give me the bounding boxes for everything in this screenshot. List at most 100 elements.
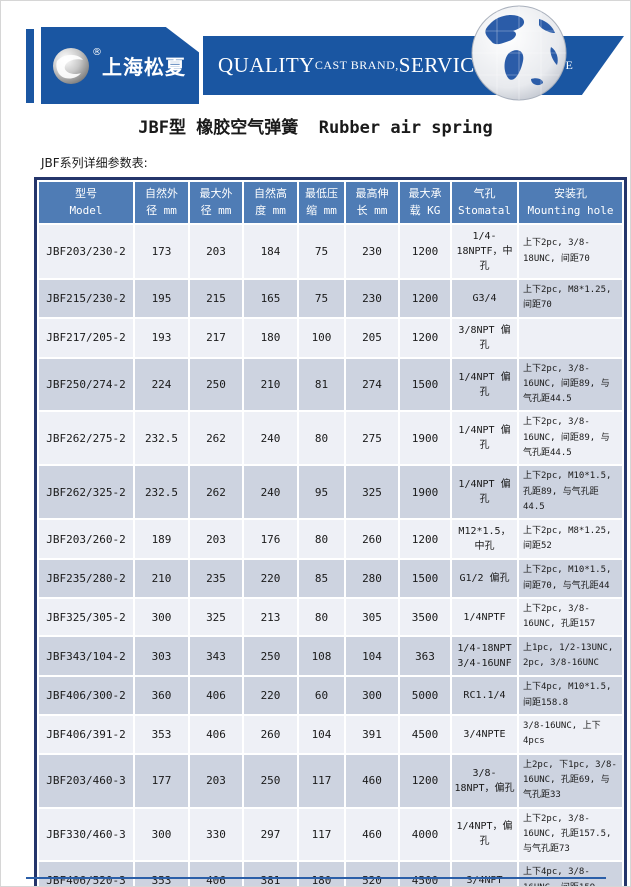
header: ® 上海松夏 QUALITY CAST BRAND,SERVICE CREAT …: [1, 1, 630, 109]
cell-model: JBF235/280-2: [39, 560, 133, 597]
banner-text-cast-brand: CAST BRAND,: [314, 58, 399, 72]
cell-max-load: 1900: [400, 412, 450, 465]
cell-natural-od: 300: [135, 808, 188, 861]
table-row: JBF262/325-2 232.5 262 240 95 325 1900 1/4NPT 偏…: [39, 466, 622, 519]
table-caption: JBF系列详细参数表:: [41, 156, 148, 170]
table-row: JBF203/460-3 177 203 250 117 460 1200 3/8-18NPT…: [39, 754, 622, 807]
column-header-natural-height: 自然高度 mm: [244, 182, 297, 223]
cell-natural-height: 240: [244, 466, 297, 519]
cell-mounting-hole: 上下2pc, 3/8-16UNC, 间距89, 与气孔距44.5: [519, 358, 622, 411]
cell-max-extension: 460: [346, 808, 398, 861]
column-header-mounting-hole: 安装孔 Mounting hole: [519, 182, 622, 223]
banner-word-quality: QUALITY: [218, 53, 315, 77]
table-row: JBF330/460-3 300 330 297 117 460 4000 1/4NPT，偏孔…: [39, 808, 622, 861]
cell-natural-od: 210: [135, 560, 188, 597]
cell-mounting-hole: 上下2pc, 3/8-16UNC, 间距89, 与气孔距44.5: [519, 412, 622, 465]
cell-model: JBF406/300-2: [39, 677, 133, 715]
cell-max-od: 235: [190, 560, 242, 597]
table-row: JBF203/260-2 189 203 176 80 260 1200 M12*1.5，中孔…: [39, 520, 622, 559]
column-header-natural-od: 自然外径 mm: [135, 182, 188, 223]
table-body: JBF203/230-2 173 203 184 75 230 1200 1/4-18NPTF…: [39, 225, 622, 886]
cell-max-od: 262: [190, 412, 242, 465]
cell-max-od: 343: [190, 637, 242, 676]
cell-stomatal: 3/8NPT 偏孔: [452, 318, 517, 357]
cell-stomatal: 3/4NPTE: [452, 716, 517, 753]
cell-mounting-hole: 上下2pc, 3/8-16UNC, 孔距157: [519, 598, 622, 636]
cell-max-od: 203: [190, 225, 242, 278]
cell-max-extension: 230: [346, 280, 398, 317]
cell-natural-od: 300: [135, 598, 188, 636]
cell-natural-height: 220: [244, 677, 297, 715]
cell-max-extension: 305: [346, 598, 398, 636]
logo: ® 上海松夏: [41, 27, 199, 104]
cell-natural-height: 220: [244, 560, 297, 597]
cell-mounting-hole: 上下2pc, M8*1.25, 间距52: [519, 520, 622, 559]
cell-natural-od: 224: [135, 358, 188, 411]
cell-max-extension: 280: [346, 560, 398, 597]
cell-mounting-hole: [519, 318, 622, 357]
cell-stomatal: 3/8-18NPT，偏孔: [452, 754, 517, 807]
cell-max-load: 3500: [400, 598, 450, 636]
cell-max-od: 330: [190, 808, 242, 861]
cell-natural-od: 232.5: [135, 412, 188, 465]
cell-max-od: 250: [190, 358, 242, 411]
cell-model: JBF262/325-2: [39, 466, 133, 519]
header-row: 型号 Model 自然外径 mm 最大外径 mm 自然高度 mm 最低压缩 mm 最高伸长 …: [39, 182, 622, 223]
cell-natural-height: 213: [244, 598, 297, 636]
cell-max-od: 325: [190, 598, 242, 636]
cell-model: JBF203/460-3: [39, 754, 133, 807]
cell-mounting-hole: 上下2pc, 3/8-18UNC, 间距70: [519, 225, 622, 278]
cell-natural-height: 381: [244, 862, 297, 886]
spec-table: 型号 Model 自然外径 mm 最大外径 mm 自然高度 mm 最低压缩 mm 最高伸长 …: [34, 177, 627, 886]
cell-model: JBF325/305-2: [39, 598, 133, 636]
cell-max-extension: 260: [346, 520, 398, 559]
footer-rule: [26, 877, 606, 879]
cell-stomatal: 1/4NPTF: [452, 598, 517, 636]
cell-max-load: 5000: [400, 677, 450, 715]
cell-max-od: 203: [190, 520, 242, 559]
cell-mounting-hole: 上1pc, 1/2-13UNC, 2pc, 3/8-16UNC: [519, 637, 622, 676]
table-row: JBF203/230-2 173 203 184 75 230 1200 1/4-18NPTF…: [39, 225, 622, 278]
cell-min-compression: 104: [299, 716, 344, 753]
cell-mounting-hole: 上下4pc, 3/8-16UNC, 间距159: [519, 862, 622, 886]
table-row: JBF325/305-2 300 325 213 80 305 3500 1/4NPTF 上下2…: [39, 598, 622, 636]
cell-min-compression: 80: [299, 598, 344, 636]
cell-model: JBF343/104-2: [39, 637, 133, 676]
cell-natural-od: 232.5: [135, 466, 188, 519]
cell-model: JBF330/460-3: [39, 808, 133, 861]
cell-max-load: 4000: [400, 808, 450, 861]
cell-max-od: 217: [190, 318, 242, 357]
cell-max-extension: 520: [346, 862, 398, 886]
cell-mounting-hole: 3/8-16UNC, 上下4pcs: [519, 716, 622, 753]
cell-max-load: 1200: [400, 225, 450, 278]
header-left-stripe: [26, 29, 34, 103]
cell-max-extension: 391: [346, 716, 398, 753]
cell-min-compression: 80: [299, 520, 344, 559]
cell-mounting-hole: 上下4pc, M10*1.5, 间距158.8: [519, 677, 622, 715]
cell-max-load: 1200: [400, 280, 450, 317]
cell-model: JBF217/205-2: [39, 318, 133, 357]
cell-model: JBF203/260-2: [39, 520, 133, 559]
cell-mounting-hole: 上下2pc, 3/8-16UNC, 孔距157.5, 与气孔距73: [519, 808, 622, 861]
logo-sphere-icon: [53, 47, 89, 84]
cell-stomatal: 1/4NPT 偏孔: [452, 466, 517, 519]
table-row: JBF235/280-2 210 235 220 85 280 1500 G1/2 偏孔 上下2…: [39, 560, 622, 597]
cell-min-compression: 75: [299, 225, 344, 278]
table-row: JBF262/275-2 232.5 262 240 80 275 1900 1/4NPT 偏…: [39, 412, 622, 465]
cell-min-compression: 100: [299, 318, 344, 357]
column-header-max-od: 最大外径 mm: [190, 182, 242, 223]
cell-natural-height: 165: [244, 280, 297, 317]
table-row: JBF343/104-2 303 343 250 108 104 363 1/4-18NPT …: [39, 637, 622, 676]
brand-name: 上海松夏: [102, 55, 186, 79]
cell-min-compression: 75: [299, 280, 344, 317]
cell-stomatal: 1/4NPT 偏孔: [452, 358, 517, 411]
column-header-max-load: 最大承载 KG: [400, 182, 450, 223]
table-row: JBF406/520-3 353 406 381 180 520 4500 3/4NPT 上下4…: [39, 862, 622, 886]
table-row: JBF406/391-2 353 406 260 104 391 4500 3/4NPTE 3/…: [39, 716, 622, 753]
table-row: JBF217/205-2 193 217 180 100 205 1200 3/8NPT 偏孔: [39, 318, 622, 357]
cell-stomatal: 1/4NPT，偏孔: [452, 808, 517, 861]
cell-min-compression: 180: [299, 862, 344, 886]
table-row: JBF215/230-2 195 215 165 75 230 1200 G3/4 上下2pc,…: [39, 280, 622, 317]
table-row: JBF406/300-2 360 406 220 60 300 5000 RC1.1/4 上下4…: [39, 677, 622, 715]
column-header-model: 型号 Model: [39, 182, 133, 223]
